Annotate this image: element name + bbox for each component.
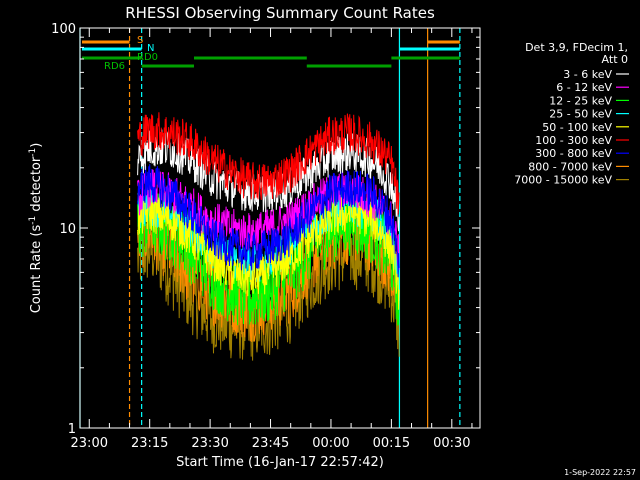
series-group (137, 112, 400, 361)
legend-label-7: 800 - 7000 keV (528, 160, 612, 173)
series-line-5 (137, 112, 400, 215)
legend-label-4: 50 - 100 keV (542, 121, 612, 134)
x-axis: 23:00 23:15 23:30 23:45 00:00 00:15 00:30 (71, 28, 473, 451)
y-axis-title-part2: detector (29, 156, 44, 216)
x-tick-label-6: 00:30 (433, 436, 470, 451)
annotation-s: S (137, 35, 143, 46)
legend-label-2: 12 - 25 keV (549, 94, 612, 107)
annotation-rd0: RD0 (137, 52, 158, 63)
legend-label-5: 100 - 300 keV (535, 134, 612, 147)
series-line-4 (137, 193, 400, 310)
legend-header-line2: Att 0 (602, 53, 628, 66)
series-line-6 (137, 164, 400, 278)
x-axis-title: Start Time (16-Jan-17 22:57:42) (176, 455, 384, 470)
chart-title: RHESSI Observing Summary Count Rates (125, 4, 435, 22)
legend-header-line1: Det 3,9, FDecim 1, (525, 41, 628, 54)
annotation-n: N (147, 43, 154, 54)
y-axis-title-part3: ) (29, 143, 44, 148)
flag-bars (82, 40, 460, 68)
y-axis-title: Count Rate (s-1 detector-1) (28, 143, 44, 314)
x-tick-label-3: 23:45 (252, 436, 289, 451)
x-tick-label-5: 00:15 (373, 436, 410, 451)
legend-label-3: 25 - 50 keV (549, 108, 612, 121)
y-tick-label-2: 100 (51, 22, 76, 37)
y-tick-label-0: 1 (68, 422, 76, 437)
y-tick-label-1: 10 (59, 222, 76, 237)
x-tick-label-2: 23:30 (191, 436, 228, 451)
legend-label-8: 7000 - 15000 keV (514, 174, 612, 187)
y-axis-title-part1: Count Rate (s (29, 225, 44, 314)
annotation-rd6: RD6 (104, 61, 125, 72)
y-axis: 1 10 100 (51, 22, 480, 437)
x-tick-label-1: 23:15 (131, 436, 168, 451)
y-axis-title-sup1: -1 (28, 216, 38, 225)
legend-label-1: 6 - 12 keV (556, 81, 612, 94)
y-axis-title-sup2: -1 (28, 148, 38, 157)
series-line-0 (137, 129, 400, 232)
x-tick-label-4: 00:00 (312, 436, 349, 451)
footer-date: 1-Sep-2022 22:57 (564, 468, 636, 477)
x-tick-label-0: 23:00 (71, 436, 108, 451)
legend-label-6: 300 - 800 keV (535, 147, 612, 160)
legend-label-0: 3 - 6 keV (563, 68, 612, 81)
